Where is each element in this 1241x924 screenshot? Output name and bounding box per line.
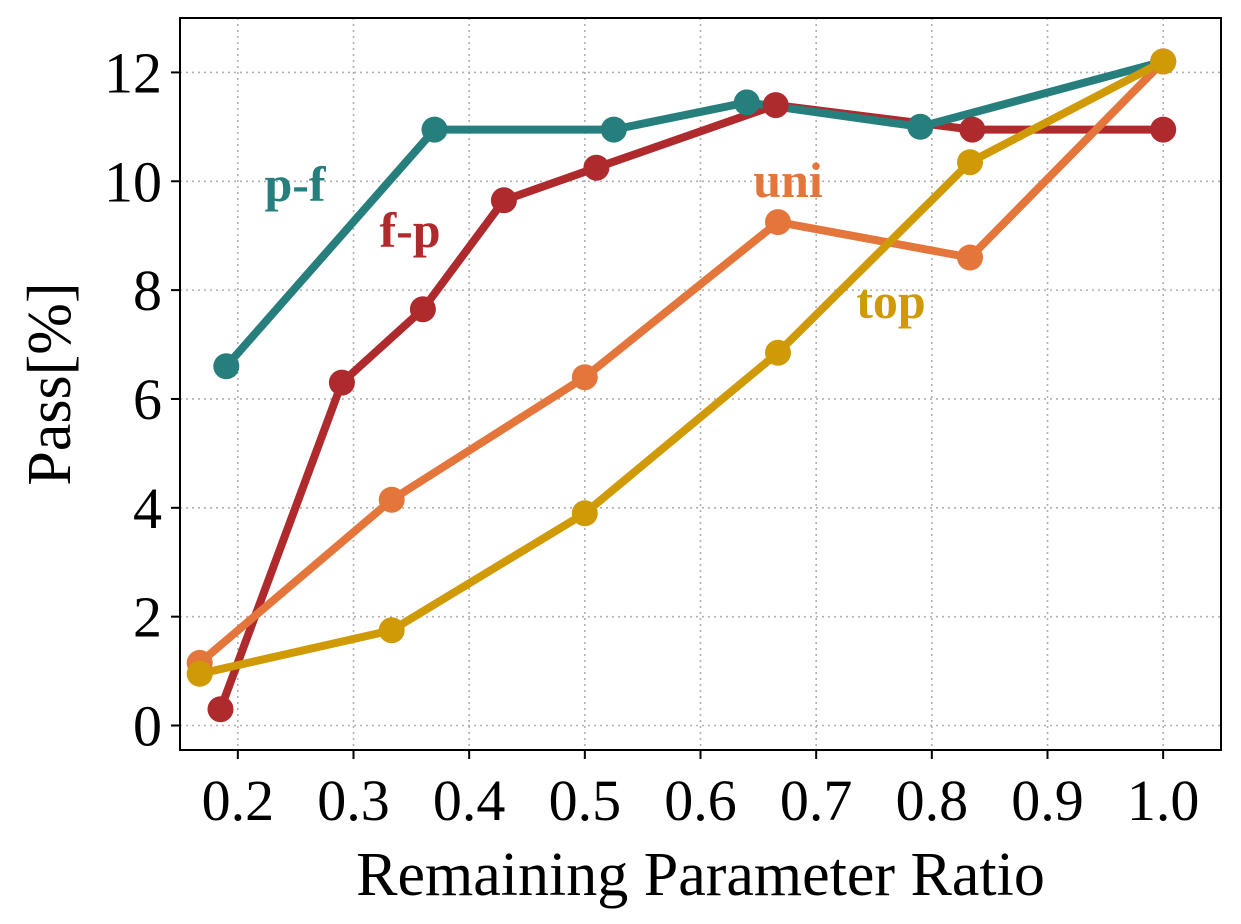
series-labels: p-f f-p uni top [264,152,925,329]
data-point-top [765,339,791,366]
data-point-uni [378,486,405,513]
data-point-f-p [409,296,436,323]
x-tick-label: 0.2 [202,768,275,833]
data-point-f-p [207,696,234,723]
series-line-f-p [216,101,1168,714]
data-point-p-f [213,353,240,380]
data-point-f-p [490,187,517,214]
data-point-p-f [733,89,760,116]
series-label-p-f: p-f [264,156,326,212]
y-tick-label: 0 [133,694,162,759]
data-point-f-p [959,116,986,143]
series-line-top [195,57,1168,678]
data-point-top [571,500,598,527]
data-points [186,48,1177,723]
data-point-f-p [1150,116,1177,143]
y-tick-label: 2 [133,585,162,650]
series-lines [195,57,1168,714]
x-tick-label: 0.7 [780,768,853,833]
series-line-p-f [222,57,1168,371]
data-point-f-p [328,369,355,396]
x-tick-label: 0.4 [433,768,506,833]
y-tick-label: 4 [133,476,162,541]
x-tick-label: 0.6 [664,768,737,833]
y-tick-label: 12 [104,40,162,105]
data-point-uni [571,364,598,391]
data-point-top [186,660,213,687]
data-point-top [1150,48,1177,75]
data-point-uni [957,244,983,271]
y-axis-title: Pass[%] [16,282,84,485]
y-tick-label: 10 [104,149,162,214]
data-point-f-p [762,92,789,119]
series-line-uni [195,57,1168,667]
x-tick-label: 0.8 [896,768,969,833]
data-point-top [378,617,405,644]
y-tick-label: 6 [133,367,162,432]
data-point-top [957,149,983,176]
axis-ticks: 0.2 0.3 0.4 0.5 0.6 0.7 0.8 0.9 1.0 0 2 4 6 8 10 12 [104,40,1199,833]
data-point-p-f [421,116,448,143]
series-label-f-p: f-p [379,202,440,258]
data-point-uni [765,209,791,236]
y-tick-label: 8 [133,258,162,323]
data-point-f-p [583,154,610,181]
x-tick-label: 1.0 [1127,768,1200,833]
data-point-p-f [907,113,934,140]
x-axis-title: Remaining Parameter Ratio [356,841,1045,909]
x-tick-label: 0.9 [1011,768,1084,833]
series-label-top: top [856,273,925,329]
data-point-p-f [600,116,627,143]
x-tick-label: 0.3 [317,768,390,833]
x-tick-label: 0.5 [549,768,622,833]
series-label-uni: uni [753,152,823,208]
